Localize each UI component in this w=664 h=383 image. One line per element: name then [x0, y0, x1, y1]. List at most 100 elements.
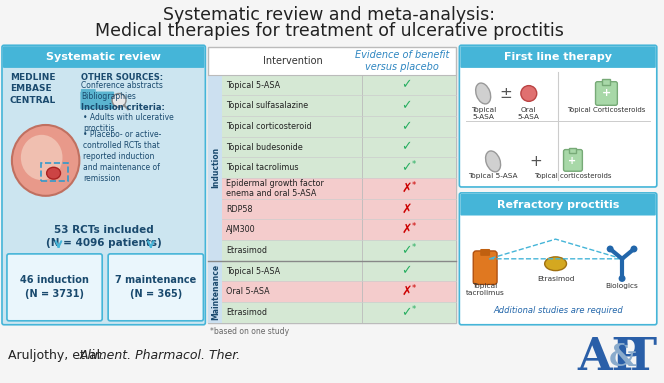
FancyBboxPatch shape [222, 137, 456, 157]
Text: +: + [602, 88, 611, 98]
FancyBboxPatch shape [570, 147, 576, 152]
Ellipse shape [475, 83, 491, 104]
FancyBboxPatch shape [222, 178, 456, 199]
Text: Topical
5-ASA: Topical 5-ASA [471, 107, 496, 120]
Text: Topical 5-ASA: Topical 5-ASA [226, 81, 280, 90]
Text: RDP58: RDP58 [226, 205, 253, 214]
FancyBboxPatch shape [459, 193, 657, 325]
FancyBboxPatch shape [222, 219, 456, 240]
Ellipse shape [46, 167, 60, 179]
Text: Biologics: Biologics [606, 283, 639, 290]
Circle shape [607, 246, 614, 252]
Text: Aliment. Pharmacol. Ther.: Aliment. Pharmacol. Ther. [80, 349, 240, 362]
Text: MEDLINE
EMBASE
CENTRAL: MEDLINE EMBASE CENTRAL [10, 73, 56, 105]
Text: &: & [609, 342, 637, 373]
FancyBboxPatch shape [2, 45, 205, 325]
Text: Etrasimod: Etrasimod [537, 275, 574, 282]
Text: OTHER SOURCES:: OTHER SOURCES: [82, 73, 163, 82]
FancyBboxPatch shape [222, 116, 456, 137]
Text: Topical corticosteroid: Topical corticosteroid [226, 122, 312, 131]
Text: Topical tacrolimus: Topical tacrolimus [226, 163, 299, 172]
Text: Maintenance: Maintenance [210, 264, 220, 320]
Text: ✓: ✓ [402, 265, 412, 278]
Text: ✗: ✗ [402, 285, 412, 298]
FancyBboxPatch shape [108, 254, 203, 321]
Text: Topical corticosteroids: Topical corticosteroids [534, 173, 611, 179]
Circle shape [619, 275, 625, 282]
Text: *: * [412, 243, 416, 252]
FancyBboxPatch shape [222, 261, 456, 282]
Text: *based on one study: *based on one study [210, 327, 290, 336]
Text: Topical sulfasalazine: Topical sulfasalazine [226, 101, 308, 110]
FancyBboxPatch shape [480, 249, 490, 256]
Text: Topical budesonide: Topical budesonide [226, 142, 303, 152]
FancyBboxPatch shape [81, 89, 96, 95]
Circle shape [112, 93, 126, 107]
Text: Etrasimod: Etrasimod [226, 308, 267, 317]
Text: 46 induction
(N = 3731): 46 induction (N = 3731) [20, 275, 89, 300]
Text: *: * [412, 222, 416, 231]
FancyBboxPatch shape [596, 82, 618, 105]
Text: Medical therapies for treatment of ulcerative proctitis: Medical therapies for treatment of ulcer… [95, 21, 564, 39]
Text: ✓: ✓ [402, 161, 412, 174]
FancyBboxPatch shape [460, 194, 656, 216]
Text: Topical 5-ASA: Topical 5-ASA [226, 267, 280, 276]
Text: 53 RCTs included
(N = 4096 patients): 53 RCTs included (N = 4096 patients) [46, 224, 161, 248]
Text: Topical 5-ASA: Topical 5-ASA [468, 173, 518, 179]
Text: *: * [412, 160, 416, 169]
Text: Systematic review and meta-analysis:: Systematic review and meta-analysis: [163, 6, 495, 24]
FancyBboxPatch shape [208, 75, 222, 261]
Text: Inclusion criteria:: Inclusion criteria: [82, 103, 165, 112]
Text: +: + [568, 156, 576, 166]
Text: Intervention: Intervention [263, 56, 323, 66]
Circle shape [631, 246, 637, 252]
Ellipse shape [521, 86, 537, 101]
Text: • Adults with ulcerative
proctitis: • Adults with ulcerative proctitis [84, 113, 174, 133]
Text: *: * [412, 284, 416, 293]
FancyBboxPatch shape [222, 95, 456, 116]
Text: Topical Corticosteroids: Topical Corticosteroids [567, 107, 645, 113]
Text: ✓: ✓ [402, 244, 412, 257]
FancyBboxPatch shape [564, 150, 582, 171]
Text: Epidermal growth factor
enema and oral 5-ASA: Epidermal growth factor enema and oral 5… [226, 179, 324, 198]
Ellipse shape [544, 257, 566, 271]
Text: Topical
tacrolimus: Topical tacrolimus [465, 283, 505, 296]
Text: ✓: ✓ [402, 141, 412, 154]
Text: ✓: ✓ [402, 79, 412, 92]
FancyBboxPatch shape [208, 47, 456, 323]
Text: Systematic review: Systematic review [46, 52, 161, 62]
Ellipse shape [21, 135, 62, 180]
Text: • Placebo- or active-
controlled RCTs that
reported induction
and maintenance of: • Placebo- or active- controlled RCTs th… [84, 130, 162, 183]
Text: Oral
5-ASA: Oral 5-ASA [518, 107, 540, 120]
FancyBboxPatch shape [460, 46, 656, 68]
Ellipse shape [485, 151, 501, 172]
Text: *: * [412, 305, 416, 314]
Text: T: T [623, 336, 656, 379]
FancyBboxPatch shape [208, 261, 222, 323]
Text: ✗: ✗ [402, 182, 412, 195]
FancyBboxPatch shape [222, 240, 456, 261]
Text: ✗: ✗ [402, 223, 412, 236]
FancyBboxPatch shape [3, 46, 205, 68]
FancyBboxPatch shape [459, 45, 657, 187]
Text: 7 maintenance
(N = 365): 7 maintenance (N = 365) [115, 275, 197, 300]
FancyBboxPatch shape [222, 282, 456, 302]
Text: Aruljothy, et al.: Aruljothy, et al. [8, 349, 108, 362]
Text: +: + [529, 154, 542, 169]
Text: First line therapy: First line therapy [504, 52, 612, 62]
Text: ✓: ✓ [402, 120, 412, 133]
Text: Additional studies are required: Additional studies are required [493, 306, 623, 315]
FancyBboxPatch shape [222, 157, 456, 178]
Text: Oral 5-ASA: Oral 5-ASA [226, 287, 270, 296]
Text: AJM300: AJM300 [226, 225, 256, 234]
Text: *: * [412, 181, 416, 190]
Text: Etrasimod: Etrasimod [226, 246, 267, 255]
Text: ±: ± [499, 86, 513, 101]
Text: ✓: ✓ [402, 306, 412, 319]
FancyBboxPatch shape [222, 302, 456, 323]
FancyBboxPatch shape [222, 199, 456, 219]
Text: ✓: ✓ [402, 99, 412, 112]
Ellipse shape [12, 125, 80, 196]
Text: Evidence of benefit
versus placebo: Evidence of benefit versus placebo [355, 50, 449, 72]
Text: ✗: ✗ [402, 203, 412, 216]
